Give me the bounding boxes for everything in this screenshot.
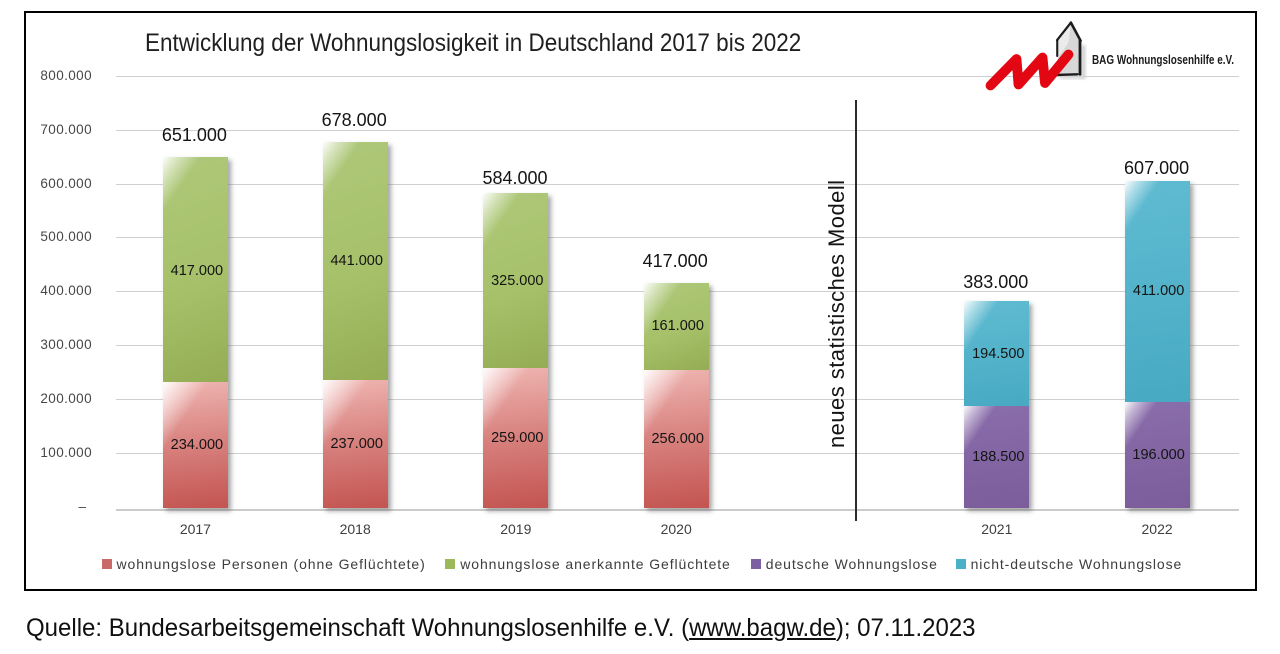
svg-text:BAG Wohnungslosenhilfe e.V.: BAG Wohnungslosenhilfe e.V. [1092, 53, 1234, 67]
